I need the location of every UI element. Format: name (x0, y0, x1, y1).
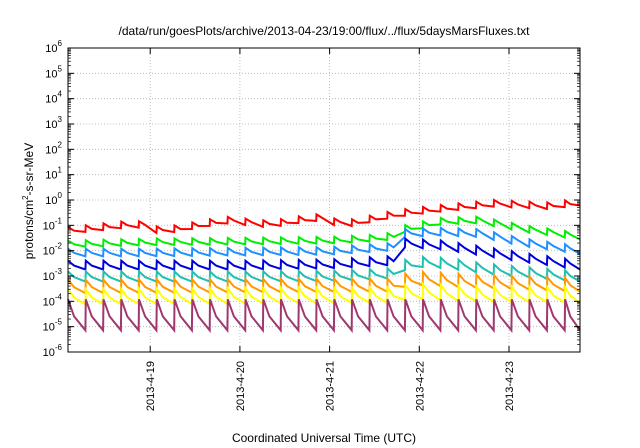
y-tick-label-base: 10 (43, 220, 55, 232)
y-tick-label: 10-1 (43, 216, 63, 232)
y-tick-label: 101 (45, 166, 62, 182)
series-line-3 (67, 225, 581, 258)
y-tick-label: 10-3 (43, 267, 63, 283)
series-line-7 (67, 281, 581, 307)
y-tick-label-base: 10 (45, 94, 57, 106)
series-line-8 (67, 298, 581, 334)
y-tick-label-exp: 6 (58, 39, 63, 48)
y-tick-label-exp: -4 (55, 292, 63, 301)
x-tick-labels: 2013-4-19 2013-4-20 2013-4-21 2013-4-22 2013… (145, 361, 516, 411)
x-tick-label: 2013-4-19 (145, 361, 157, 411)
y-tick-label: 10-5 (43, 318, 63, 334)
y-axis-title-sup: 2 (21, 195, 30, 200)
y-tick-label-base: 10 (45, 195, 57, 207)
x-tick-label: 2013-4-21 (325, 361, 337, 411)
grid-lines (68, 48, 580, 352)
series-line-2 (67, 214, 581, 248)
y-tick-label-base: 10 (45, 144, 57, 156)
y-tick-label: 106 (45, 39, 62, 55)
y-tick-label: 102 (45, 140, 62, 156)
series-line-4 (67, 236, 581, 271)
y-tick-label-exp: 3 (58, 115, 63, 124)
y-axis-title-rest: -s-sr-MeV (22, 143, 36, 196)
axis-ticks (68, 47, 580, 353)
y-tick-label-base: 10 (43, 347, 55, 359)
y-tick-label-exp: -6 (55, 343, 63, 352)
y-tick-labels: 10-610-510-410-310-210-11001011021031041… (43, 39, 63, 359)
y-tick-label-base: 10 (45, 43, 57, 55)
y-tick-label-base: 10 (45, 170, 57, 182)
y-tick-label-base: 10 (43, 322, 55, 334)
y-tick-label-exp: -2 (55, 242, 63, 251)
y-tick-label-exp: 2 (58, 140, 63, 149)
y-tick-label-base: 10 (43, 271, 55, 283)
x-tick-label: 2013-4-23 (504, 361, 516, 411)
y-axis-title: protons/cm2-s-sr-MeV (21, 143, 36, 259)
y-tick-label-exp: -5 (55, 318, 63, 327)
y-tick-label-base: 10 (45, 68, 57, 80)
y-tick-label-exp: 0 (58, 191, 63, 200)
y-axis-title-base: protons/cm (22, 200, 36, 259)
y-tick-label-exp: 5 (58, 64, 63, 73)
y-tick-label: 10-2 (43, 242, 63, 258)
x-axis-title: Coordinated Universal Time (UTC) (232, 431, 416, 445)
y-tick-label: 100 (45, 191, 62, 207)
y-tick-label-base: 10 (43, 296, 55, 308)
y-tick-label: 105 (45, 64, 62, 80)
y-tick-label-exp: -3 (55, 267, 63, 276)
series-line-6 (67, 269, 581, 295)
y-tick-label-exp: -1 (55, 216, 63, 225)
x-tick-label: 2013-4-20 (235, 361, 247, 411)
y-tick-label-base: 10 (43, 246, 55, 258)
y-tick-label: 10-4 (43, 292, 63, 308)
y-tick-label-exp: 1 (58, 166, 63, 175)
chart-title: /data/run/goesPlots/archive/2013-04-23/1… (119, 24, 531, 38)
y-tick-label: 103 (45, 115, 62, 131)
y-tick-label-exp: 4 (58, 90, 63, 99)
x-tick-label: 2013-4-22 (414, 361, 426, 411)
y-tick-label: 104 (45, 90, 62, 106)
y-tick-label: 10-6 (43, 343, 63, 359)
series-line-5 (67, 254, 581, 284)
series-group (67, 198, 581, 334)
y-tick-label-base: 10 (45, 119, 57, 131)
series-line-1 (67, 198, 581, 235)
